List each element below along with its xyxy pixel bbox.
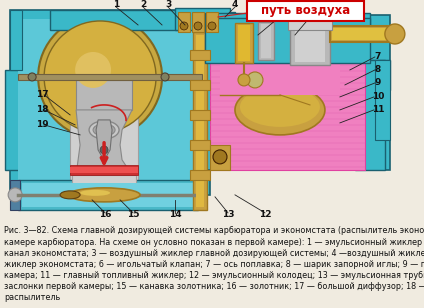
Bar bbox=[205, 18, 370, 63]
Text: 7: 7 bbox=[375, 52, 381, 62]
Bar bbox=[70, 167, 138, 173]
Ellipse shape bbox=[235, 85, 325, 135]
Text: 6: 6 bbox=[309, 9, 315, 18]
Circle shape bbox=[208, 22, 216, 30]
Text: 10: 10 bbox=[372, 92, 384, 101]
Polygon shape bbox=[96, 120, 112, 157]
Bar bbox=[190, 140, 210, 150]
Circle shape bbox=[38, 15, 162, 139]
FancyBboxPatch shape bbox=[247, 1, 364, 21]
Bar bbox=[70, 57, 138, 187]
Bar bbox=[190, 50, 210, 60]
Bar bbox=[205, 13, 370, 33]
Text: 14: 14 bbox=[169, 210, 181, 219]
Bar bbox=[18, 180, 198, 210]
Text: 4: 4 bbox=[232, 1, 238, 10]
Bar bbox=[175, 12, 235, 40]
Circle shape bbox=[194, 22, 202, 30]
Text: 19: 19 bbox=[36, 120, 48, 129]
Bar bbox=[206, 12, 218, 32]
Ellipse shape bbox=[93, 124, 115, 136]
Ellipse shape bbox=[60, 191, 80, 199]
Ellipse shape bbox=[68, 188, 140, 202]
Text: 16: 16 bbox=[99, 210, 112, 219]
Text: 9: 9 bbox=[375, 79, 381, 87]
Bar bbox=[261, 24, 271, 58]
Text: 8: 8 bbox=[375, 66, 381, 75]
Bar bbox=[360, 60, 390, 90]
Circle shape bbox=[100, 146, 108, 154]
Bar bbox=[332, 28, 393, 40]
Bar bbox=[192, 12, 204, 32]
Text: 2: 2 bbox=[140, 1, 146, 10]
Ellipse shape bbox=[89, 121, 119, 139]
Bar bbox=[375, 60, 390, 140]
Bar bbox=[10, 10, 22, 70]
Circle shape bbox=[8, 188, 22, 202]
Bar bbox=[288, 18, 332, 30]
Bar bbox=[210, 50, 365, 170]
Ellipse shape bbox=[80, 190, 110, 196]
Bar bbox=[355, 60, 385, 170]
Text: 11: 11 bbox=[371, 105, 384, 114]
Text: 3: 3 bbox=[165, 1, 171, 10]
Circle shape bbox=[44, 21, 156, 133]
Bar bbox=[258, 22, 274, 60]
Bar bbox=[190, 110, 210, 120]
Circle shape bbox=[180, 22, 188, 30]
Text: путь воздуха: путь воздуха bbox=[261, 5, 350, 18]
Bar bbox=[205, 15, 390, 170]
Polygon shape bbox=[76, 110, 132, 175]
Bar bbox=[178, 12, 190, 32]
Bar bbox=[10, 180, 20, 210]
Bar bbox=[18, 74, 202, 80]
Text: 12: 12 bbox=[259, 210, 271, 219]
Circle shape bbox=[247, 72, 263, 88]
Circle shape bbox=[238, 74, 250, 86]
Bar bbox=[70, 165, 138, 175]
Bar bbox=[175, 8, 230, 30]
Bar bbox=[76, 80, 132, 110]
Bar bbox=[295, 23, 325, 62]
Bar bbox=[190, 170, 210, 180]
Ellipse shape bbox=[240, 87, 320, 127]
Text: 18: 18 bbox=[36, 105, 48, 114]
Bar bbox=[330, 26, 395, 42]
Bar bbox=[22, 183, 194, 207]
Circle shape bbox=[161, 73, 169, 81]
Bar bbox=[235, 23, 253, 63]
Bar bbox=[18, 19, 196, 187]
Text: 1: 1 bbox=[113, 1, 119, 10]
Circle shape bbox=[385, 24, 405, 44]
Bar bbox=[5, 70, 20, 170]
Text: 5: 5 bbox=[279, 9, 285, 18]
Text: 13: 13 bbox=[222, 210, 234, 219]
Bar bbox=[193, 32, 207, 210]
Text: 15: 15 bbox=[127, 210, 139, 219]
Circle shape bbox=[213, 150, 227, 164]
Bar bbox=[290, 20, 330, 65]
Circle shape bbox=[28, 73, 36, 81]
Bar bbox=[220, 65, 340, 95]
Circle shape bbox=[75, 52, 111, 88]
Bar bbox=[190, 80, 210, 90]
Text: Рис. 3—82. Схема главной дозирующей системы карбюратора и экономстата (распылите: Рис. 3—82. Схема главной дозирующей сист… bbox=[4, 226, 424, 302]
Text: 17: 17 bbox=[36, 91, 48, 99]
Bar bbox=[10, 10, 210, 195]
Bar bbox=[210, 145, 230, 170]
Bar bbox=[50, 10, 185, 30]
Bar bbox=[72, 175, 136, 187]
Bar bbox=[196, 35, 204, 207]
Bar bbox=[238, 25, 250, 61]
